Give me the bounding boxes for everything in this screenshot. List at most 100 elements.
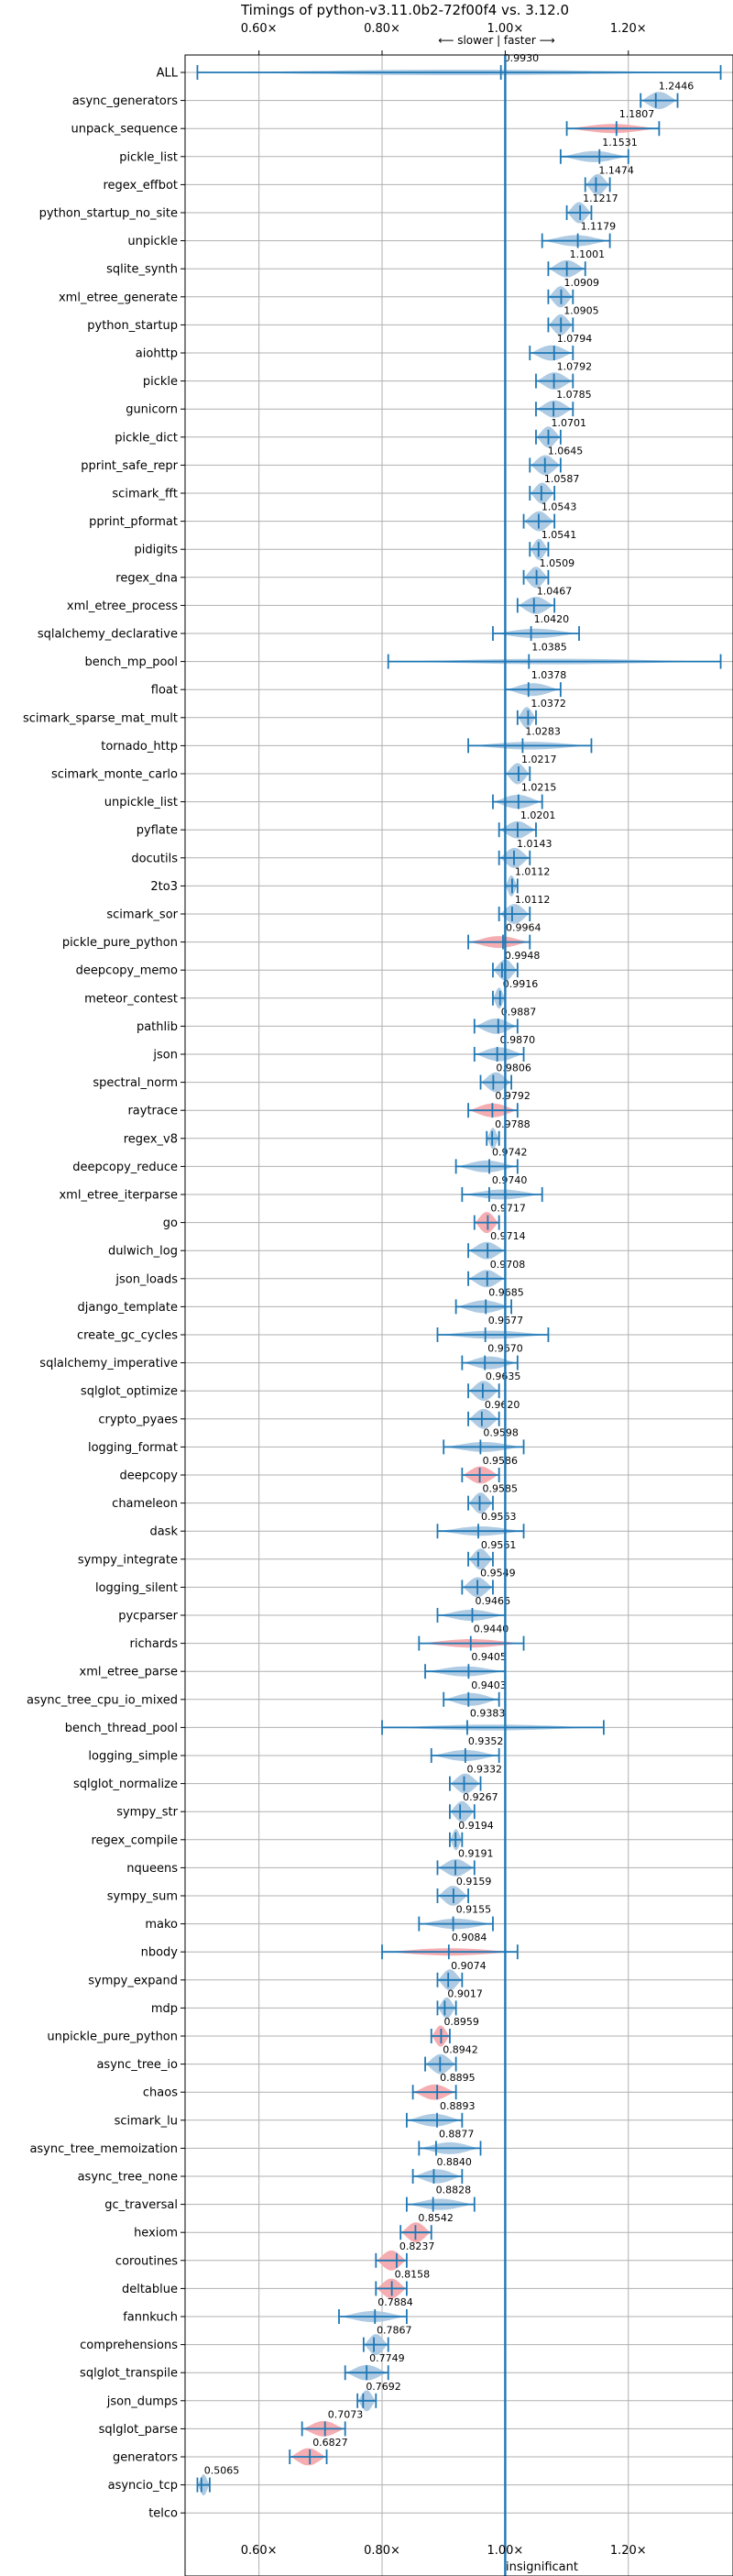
x-tick-label-top: 1.20× xyxy=(610,22,647,36)
benchmark-label: gunicorn xyxy=(126,403,178,417)
benchmark-label: mdp xyxy=(151,2002,178,2016)
grid-lines xyxy=(185,55,733,2576)
data-label: 0.8828 xyxy=(436,2185,472,2196)
data-label: 0.9440 xyxy=(474,1624,509,1635)
data-label: 0.9549 xyxy=(480,1567,516,1579)
benchmark-label: scimark_monte_carlo xyxy=(51,768,178,782)
data-label: 0.9964 xyxy=(506,922,542,934)
x-tick-label-bottom: 0.60× xyxy=(241,2544,278,2558)
insignificant-annotation: insignificant xyxy=(506,2560,578,2574)
benchmark-label: deltablue xyxy=(122,2283,178,2296)
benchmark-label: sqlglot_transpile xyxy=(80,2367,178,2381)
benchmark-label: logging_format xyxy=(88,1441,178,1455)
data-label: 1.0372 xyxy=(531,698,566,710)
data-label: 0.8893 xyxy=(440,2100,476,2112)
benchmark-label: aiohttp xyxy=(136,347,178,361)
data-label: 0.8840 xyxy=(436,2156,471,2168)
data-label: 1.0201 xyxy=(520,809,556,821)
benchmark-label: unpickle xyxy=(127,235,178,248)
benchmark-label: ALL xyxy=(157,67,179,81)
benchmark-label: async_generators xyxy=(72,94,179,108)
benchmark-label: xml_etree_generate xyxy=(59,291,178,304)
benchmark-label: python_startup_no_site xyxy=(39,207,178,221)
data-label: 0.9792 xyxy=(495,1090,531,1102)
data-label: 1.0509 xyxy=(540,557,575,569)
data-label: 0.9714 xyxy=(490,1230,526,1242)
benchmark-label: sqlglot_parse xyxy=(99,2423,178,2437)
benchmark-label: float xyxy=(151,684,178,698)
benchmark-label: pathlib xyxy=(137,1020,178,1034)
data-label: 0.9916 xyxy=(503,978,539,990)
benchmark-label: sqlglot_optimize xyxy=(81,1385,178,1399)
x-tick-label-bottom: 1.00× xyxy=(487,2544,523,2558)
x-tick-label-bottom: 1.20× xyxy=(610,2544,647,2558)
benchmark-label: unpickle_pure_python xyxy=(47,2031,178,2044)
data-label: 0.8158 xyxy=(395,2268,431,2280)
data-label: 1.0909 xyxy=(563,277,599,289)
benchmark-label: async_tree_memoization xyxy=(29,2142,178,2156)
benchmark-label: async_tree_none xyxy=(78,2171,178,2185)
benchmark-label: raytrace xyxy=(127,1105,178,1118)
data-label: 1.0645 xyxy=(548,445,584,457)
x-tick-label-top: 0.60× xyxy=(241,22,278,36)
data-label: 0.9352 xyxy=(468,1735,504,1747)
benchmark-label: pprint_safe_repr xyxy=(81,459,178,473)
benchmark-labels: ALL async_generators unpack_sequencepickle… xyxy=(23,67,179,2521)
benchmark-label: meteor_contest xyxy=(84,992,178,1006)
benchmark-label: pidigits xyxy=(135,544,179,557)
benchmark-label: scimark_sor xyxy=(106,908,178,922)
benchmark-label: async_tree_io xyxy=(96,2058,178,2072)
benchmark-label: pickle_list xyxy=(119,150,178,164)
data-label: 1.1217 xyxy=(583,193,618,204)
benchmark-label: dask xyxy=(149,1525,178,1539)
data-label: 1.1001 xyxy=(570,248,606,260)
benchmark-label: pyflate xyxy=(137,824,178,838)
data-label: 0.9017 xyxy=(447,1987,483,1999)
benchmark-label: regex_dna xyxy=(115,571,178,585)
benchmark-label: comprehensions xyxy=(80,2339,178,2352)
data-label: 1.0541 xyxy=(542,529,577,541)
data-label: 0.8959 xyxy=(443,2016,478,2028)
data-label: 1.0543 xyxy=(542,501,577,513)
data-label: 0.9788 xyxy=(495,1118,531,1130)
benchmark-label: spectral_norm xyxy=(93,1076,178,1090)
benchmark-label: xml_etree_parse xyxy=(80,1666,178,1679)
benchmark-label: chameleon xyxy=(112,1497,178,1511)
benchmark-label: unpickle_list xyxy=(104,796,178,809)
chart-title: Timings of python-v3.11.0b2-72f00f4 vs. … xyxy=(240,2,569,18)
data-label: 1.0587 xyxy=(544,473,580,485)
benchmark-label: gc_traversal xyxy=(104,2198,178,2212)
benchmark-label: nqueens xyxy=(126,1862,178,1876)
benchmark-label: sympy_expand xyxy=(88,1974,178,1987)
benchmark-label: fannkuch xyxy=(123,2311,178,2325)
data-label: 0.9806 xyxy=(496,1062,531,1074)
data-label: 0.9620 xyxy=(485,1399,520,1411)
data-label: 0.8542 xyxy=(418,2212,454,2224)
benchmark-label: regex_v8 xyxy=(124,1132,178,1146)
benchmark-label: bench_mp_pool xyxy=(84,655,178,669)
benchmark-label: coroutines xyxy=(115,2254,178,2268)
data-label: 0.8877 xyxy=(439,2128,475,2140)
benchmark-label: scimark_sparse_mat_mult xyxy=(23,711,178,725)
benchmark-label: sqlalchemy_declarative xyxy=(38,628,178,642)
benchmark-label: pprint_pformat xyxy=(89,515,178,529)
data-label: 0.9635 xyxy=(486,1371,521,1382)
benchmark-label: python_startup xyxy=(87,319,178,333)
data-label: 0.9948 xyxy=(505,950,541,962)
x-tick-label-top: 1.00× xyxy=(487,22,523,36)
benchmark-label: json_dumps xyxy=(106,2394,178,2408)
data-label: 0.9598 xyxy=(483,1426,519,1438)
data-label: 1.1179 xyxy=(581,221,617,233)
benchmark-label: tornado_http xyxy=(101,740,178,754)
data-label: 0.9155 xyxy=(456,1904,491,1916)
data-label: 0.5065 xyxy=(204,2465,239,2477)
data-label: 0.9708 xyxy=(490,1259,526,1271)
benchmark-label: async_tree_cpu_io_mixed xyxy=(27,1693,178,1707)
data-label: 0.9074 xyxy=(451,1960,487,1972)
benchmark-label: sqlite_synth xyxy=(106,263,178,277)
data-label: 0.9159 xyxy=(456,1876,492,1888)
direction-label: ⟵ slower | faster ⟶ xyxy=(438,34,555,47)
data-label: 0.9887 xyxy=(501,1006,537,1018)
benchmark-label: asyncio_tcp xyxy=(108,2479,178,2493)
